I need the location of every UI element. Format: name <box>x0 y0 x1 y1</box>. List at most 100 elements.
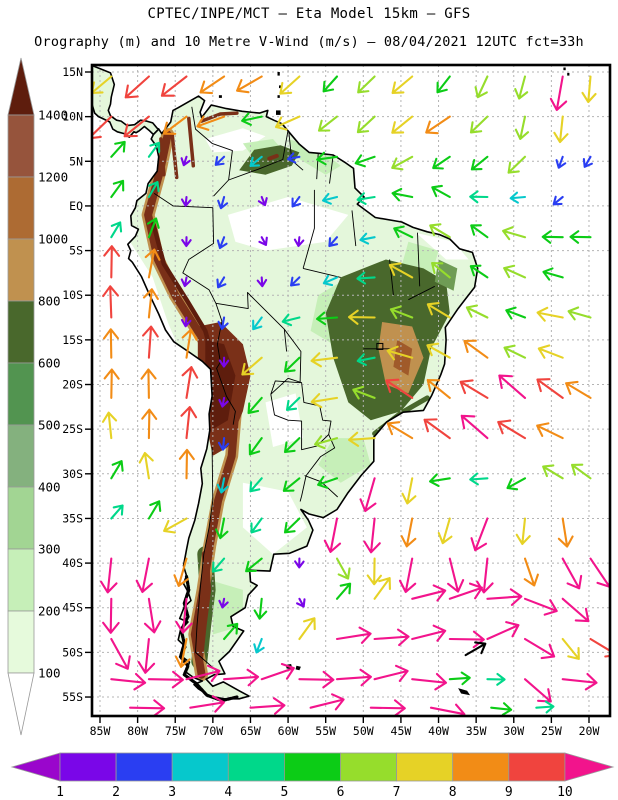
wind-arrow <box>102 328 119 359</box>
wind-scale-segment <box>59 752 117 782</box>
wind-arrow <box>285 396 301 411</box>
wind-scale-label: 7 <box>393 785 401 800</box>
wind-arrow <box>163 517 188 534</box>
lon-tick-label: 25W <box>541 724 562 738</box>
orography-scale-segment <box>7 486 35 550</box>
wind-arrow <box>260 662 295 681</box>
wind-arrow <box>287 152 301 164</box>
wind-scale-label: 6 <box>337 785 345 800</box>
wind-arrow <box>310 352 339 368</box>
wind-arrow <box>218 597 229 609</box>
guiana-brown <box>267 153 279 161</box>
orography-scale-label: 300 <box>38 542 61 557</box>
wind-arrow <box>486 672 506 686</box>
lat-tick-label: 10S <box>62 288 83 302</box>
wind-arrow <box>373 577 391 600</box>
wind-arrow <box>366 557 382 586</box>
orography-scale-label: 1200 <box>38 170 68 185</box>
wind-arrow <box>459 379 489 399</box>
wind-arrow <box>506 477 527 491</box>
wind-arrow <box>535 700 555 714</box>
wind-scale-label: 2 <box>112 785 120 800</box>
wind-arrow <box>110 460 124 480</box>
wind-arrow <box>217 437 230 451</box>
wind-arrow <box>142 325 159 359</box>
wind-arrow <box>283 437 301 454</box>
wind-arrow <box>561 637 580 660</box>
brasilia-marker <box>376 342 384 350</box>
wind-arrow <box>490 702 513 716</box>
brazilian-highlands-brown <box>393 339 413 376</box>
lowland-white-patch <box>242 482 307 555</box>
wind-arrow <box>448 582 483 600</box>
lat-tick-label: 20S <box>62 378 83 392</box>
wind-arrow <box>294 557 305 569</box>
wind-arrow <box>335 582 352 600</box>
wind-arrow <box>317 115 339 132</box>
wind-arrow <box>160 75 188 97</box>
country-border <box>270 377 332 451</box>
wind-arrow <box>589 637 610 658</box>
wind-arrow <box>123 115 150 138</box>
wind-arrow <box>470 155 489 171</box>
wind-below-min-arrow <box>10 752 61 782</box>
wind-arrow <box>279 75 301 95</box>
lon-tick-label: 20W <box>579 724 600 738</box>
wind-arrow <box>298 617 316 641</box>
wind-arrow <box>328 236 339 248</box>
lat-tick-label: 5S <box>69 244 83 258</box>
wind-arrow <box>249 477 263 493</box>
wind-arrow <box>180 195 192 207</box>
wind-arrow <box>335 626 372 644</box>
wind-arrow <box>356 192 376 205</box>
wind-arrow <box>146 217 160 239</box>
wind-arrow <box>470 517 489 552</box>
wind-arrow <box>537 344 564 359</box>
wind-arrow <box>469 264 489 279</box>
orography-above-max-arrow <box>7 57 35 116</box>
wind-arrow <box>211 557 226 573</box>
wind-arrow <box>354 154 376 168</box>
wind-arrow <box>567 306 592 321</box>
wind-arrow <box>138 451 154 480</box>
country-border <box>408 285 436 301</box>
wind-arrow <box>542 267 564 281</box>
wind-arrow <box>463 339 489 359</box>
wind-arrow <box>309 693 345 711</box>
country-border <box>191 106 233 197</box>
wind-arrow <box>258 236 268 246</box>
wind-arrow <box>356 115 376 134</box>
map-frame <box>90 63 612 718</box>
wind-arrow <box>140 368 157 399</box>
wind-arrow <box>257 195 268 207</box>
wind-arrow <box>498 374 527 399</box>
wind-arrow <box>335 668 372 687</box>
wind-arrow <box>373 628 410 647</box>
island <box>277 95 280 98</box>
orography-scale-label: 500 <box>38 418 61 433</box>
lon-tick-label: 40W <box>428 724 449 738</box>
wind-arrow <box>217 195 229 210</box>
wind-arrow <box>347 309 376 325</box>
wind-arrow <box>296 597 306 608</box>
wind-arrow <box>497 419 527 440</box>
wind-arrow <box>385 378 414 399</box>
wind-arrow <box>236 75 263 94</box>
orography-scale-segment <box>7 300 35 364</box>
lat-tick-label: 25S <box>62 422 83 436</box>
lowland-white-patch <box>227 197 349 251</box>
wind-arrow <box>486 621 520 641</box>
wind-arrow <box>373 664 409 682</box>
wind-arrow <box>523 637 556 660</box>
country-border <box>417 232 421 287</box>
wind-arrow <box>335 557 351 580</box>
lat-tick-label: 15N <box>62 65 83 79</box>
wind-arrow <box>569 230 592 244</box>
wind-arrow <box>464 641 487 657</box>
wind-arrow <box>536 422 564 440</box>
wind-arrow <box>250 517 263 534</box>
wind-arrow <box>199 75 226 95</box>
wind-arrow <box>103 245 121 279</box>
wind-arrow <box>253 597 268 620</box>
lowland-white-patch <box>416 232 469 260</box>
